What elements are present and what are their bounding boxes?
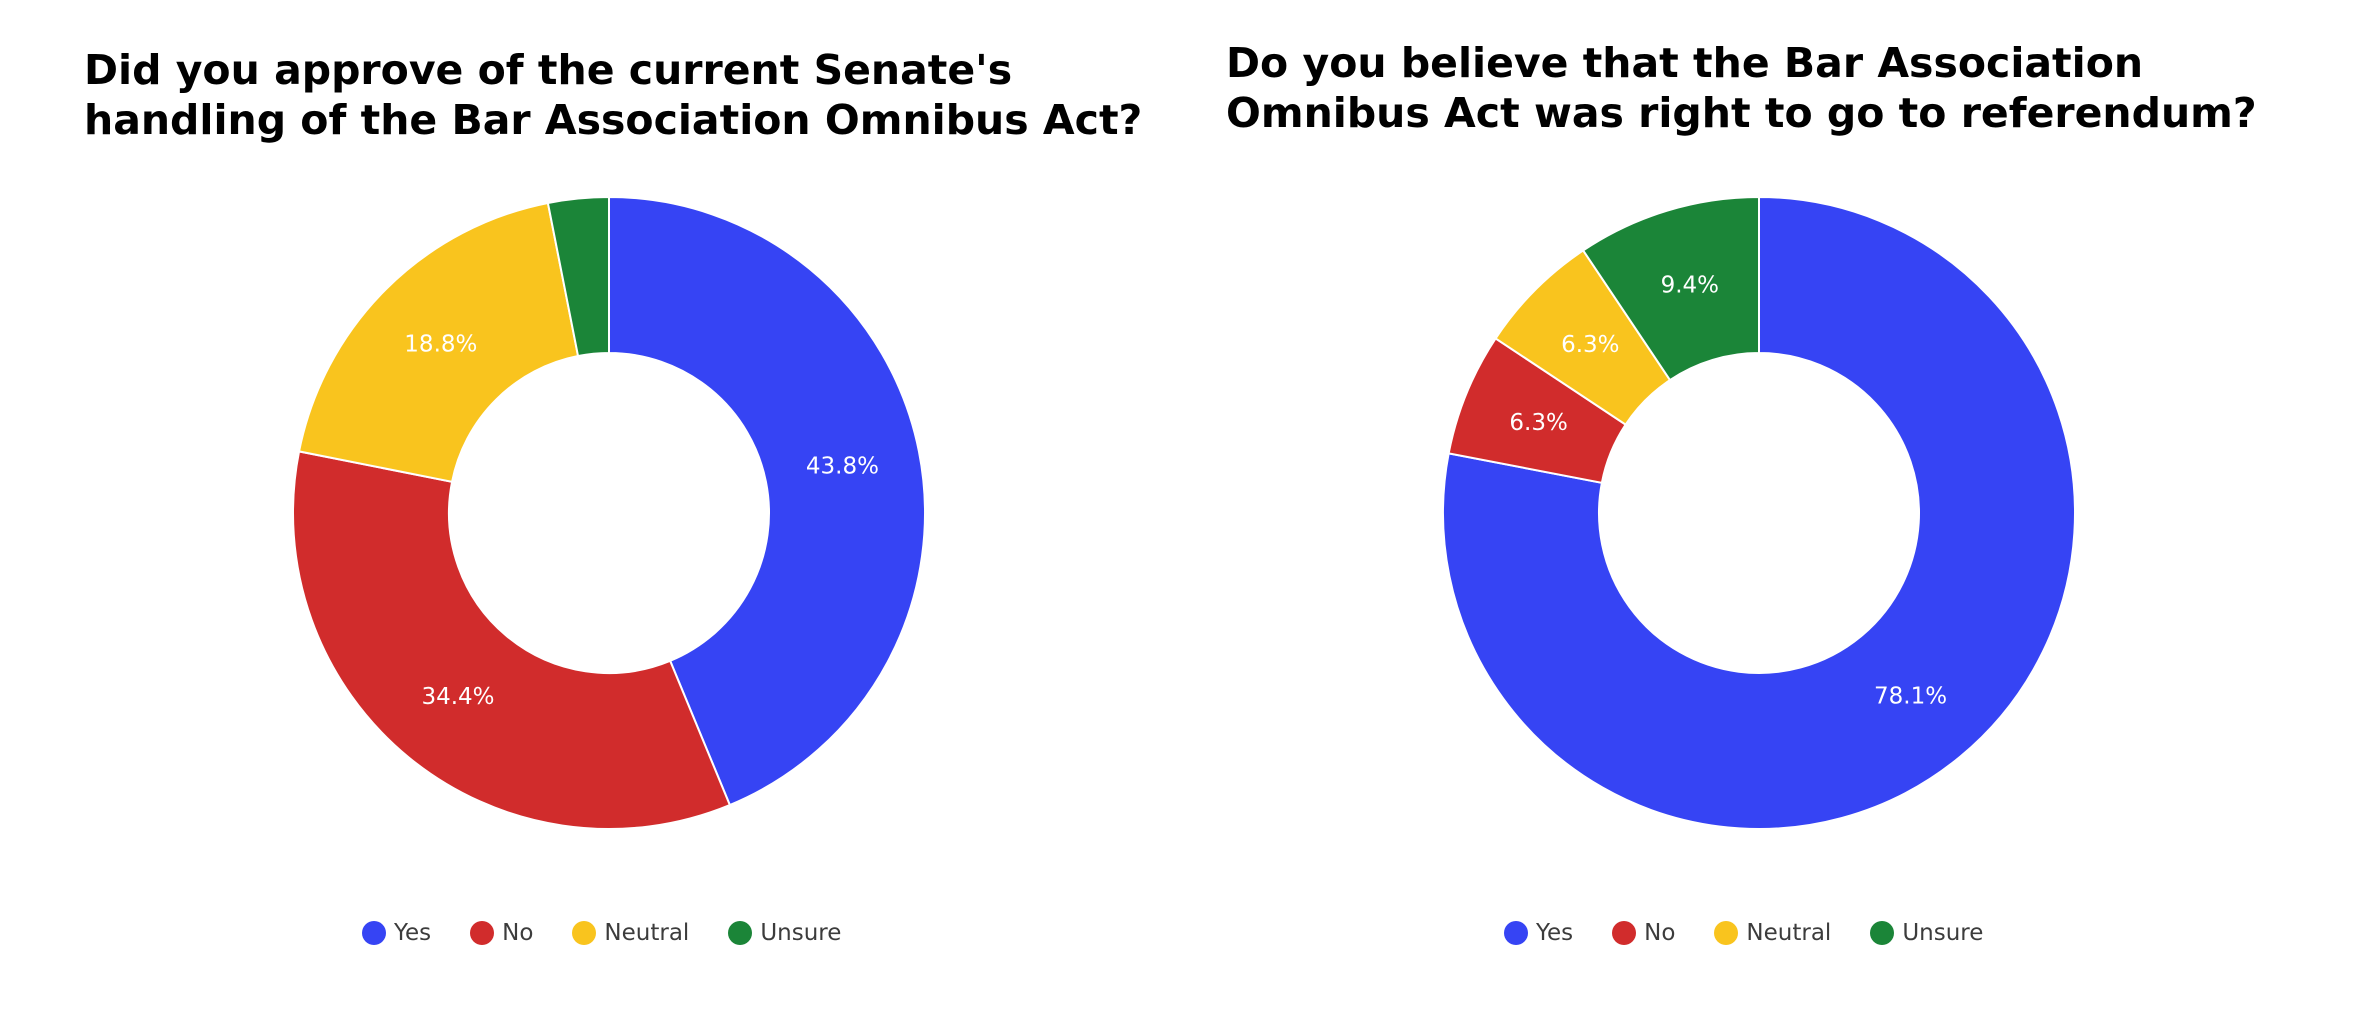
legend-label: No xyxy=(502,920,534,946)
legend-label: No xyxy=(1644,920,1676,946)
donut-slice-no[interactable] xyxy=(292,450,732,830)
chart-panel-approval: Did you approve of the current Senate's … xyxy=(0,0,1176,1026)
chart-legend: Yes No Neutral Unsure xyxy=(1504,913,1983,953)
legend-label: Unsure xyxy=(1902,920,1984,946)
legend-swatch xyxy=(1870,921,1895,945)
slice-value-label: 43.8% xyxy=(806,454,879,480)
legend-swatch xyxy=(362,921,386,945)
slice-value-label: 9.4% xyxy=(1661,272,1719,298)
legend-item-no[interactable]: No xyxy=(1612,920,1675,946)
legend-item-yes[interactable]: Yes xyxy=(362,920,431,946)
legend-swatch xyxy=(1714,921,1739,945)
legend-swatch xyxy=(1504,921,1528,945)
legend-item-unsure[interactable]: Unsure xyxy=(1870,920,1983,946)
slice-value-label: 34.4% xyxy=(421,684,494,710)
donut-slice-yes[interactable] xyxy=(1442,195,2076,830)
chart-legend: Yes No Neutral Unsure xyxy=(362,913,841,953)
legend-item-no[interactable]: No xyxy=(470,920,533,946)
donut-chart: 43.8% 34.4% 18.8% xyxy=(292,195,926,830)
donut-slice-yes[interactable] xyxy=(608,195,926,807)
chart-title-line: Do you believe that the Bar Association xyxy=(1226,39,2144,87)
legend-swatch xyxy=(470,921,495,945)
chart-title-line: Did you approve of the current Senate's xyxy=(84,46,1013,94)
legend-item-neutral[interactable]: Neutral xyxy=(1714,920,1831,946)
donut-chart: 78.1% 6.3% 6.3% 9.4% xyxy=(1442,195,2076,830)
legend-swatch xyxy=(572,921,597,945)
donut-slice-unsure[interactable] xyxy=(546,195,610,358)
chart-title: Did you approve of the current Senate's … xyxy=(84,45,1142,145)
legend-swatch xyxy=(728,921,753,945)
legend-swatch xyxy=(1612,921,1637,945)
chart-panel-referendum: Do you believe that the Bar Association … xyxy=(1150,0,2326,1026)
legend-item-neutral[interactable]: Neutral xyxy=(572,920,689,946)
chart-title-line: Omnibus Act was right to go to referendu… xyxy=(1226,89,2257,137)
legend-label: Unsure xyxy=(760,920,842,946)
legend-item-unsure[interactable]: Unsure xyxy=(728,920,841,946)
slice-value-label: 6.3% xyxy=(1509,410,1567,436)
legend-label: Yes xyxy=(1536,920,1574,946)
chart-title-line: handling of the Bar Association Omnibus … xyxy=(84,96,1143,144)
slice-value-label: 6.3% xyxy=(1561,332,1619,358)
chart-title: Do you believe that the Bar Association … xyxy=(1226,38,2257,138)
donut-slice-neutral[interactable] xyxy=(297,201,580,483)
slice-value-label: 18.8% xyxy=(404,332,477,358)
donut-slice-unsure[interactable] xyxy=(1581,195,1760,382)
slice-value-label: 78.1% xyxy=(1874,683,1947,709)
legend-label: Neutral xyxy=(604,920,690,946)
legend-label: Yes xyxy=(394,920,432,946)
legend-label: Neutral xyxy=(1746,920,1832,946)
legend-item-yes[interactable]: Yes xyxy=(1504,920,1573,946)
